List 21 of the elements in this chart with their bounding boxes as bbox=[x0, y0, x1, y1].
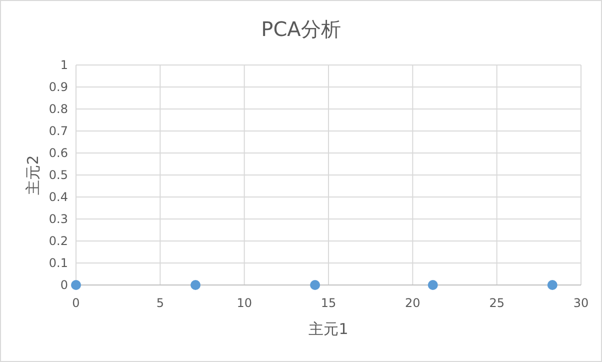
y-axis-title: 主元2 bbox=[24, 155, 42, 195]
y-tick-label: 0.5 bbox=[48, 168, 68, 182]
y-tick-label: 0.8 bbox=[48, 102, 68, 116]
x-tick-label: 25 bbox=[489, 296, 504, 310]
y-tick-label: 0.2 bbox=[48, 234, 68, 248]
x-tick-label: 30 bbox=[573, 296, 589, 310]
y-tick-label: 0.3 bbox=[48, 212, 68, 226]
y-tick-label: 0.9 bbox=[48, 80, 68, 94]
x-tick-label: 10 bbox=[236, 296, 252, 310]
x-tick-label: 20 bbox=[405, 296, 420, 310]
y-tick-label: 0.1 bbox=[48, 256, 68, 270]
x-axis-title: 主元1 bbox=[308, 320, 348, 338]
chart-title: PCA分析 bbox=[261, 17, 341, 41]
x-tick-label: 15 bbox=[320, 296, 336, 310]
y-tick-label: 0.7 bbox=[48, 124, 68, 138]
x-tick-label: 0 bbox=[72, 296, 80, 310]
y-tick-label: 0 bbox=[60, 278, 68, 292]
y-tick-label: 0.6 bbox=[48, 146, 68, 160]
y-tick-label: 0.4 bbox=[48, 190, 68, 204]
y-tick-label: 1 bbox=[60, 58, 68, 72]
x-tick-label: 5 bbox=[156, 296, 164, 310]
